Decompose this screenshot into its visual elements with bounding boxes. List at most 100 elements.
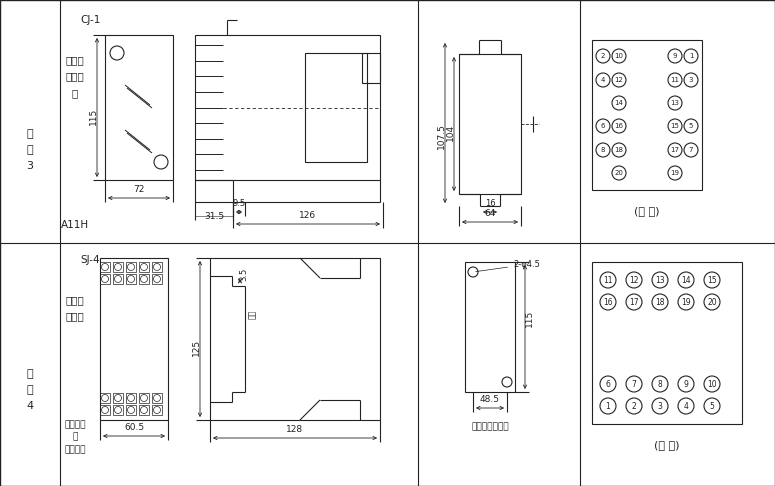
Text: 3: 3 xyxy=(657,401,663,411)
Bar xyxy=(100,393,110,403)
Circle shape xyxy=(612,119,626,133)
Bar xyxy=(113,274,123,284)
Text: 凸出式
前接線: 凸出式 前接線 xyxy=(66,295,84,321)
Text: 104: 104 xyxy=(446,124,454,141)
Text: (背 視): (背 視) xyxy=(634,206,660,216)
Circle shape xyxy=(596,143,610,157)
Circle shape xyxy=(626,294,642,310)
Circle shape xyxy=(502,377,512,387)
Circle shape xyxy=(668,119,682,133)
Circle shape xyxy=(652,398,668,414)
Circle shape xyxy=(668,73,682,87)
Text: 10: 10 xyxy=(615,53,624,59)
Text: 17: 17 xyxy=(629,297,639,307)
Bar xyxy=(100,405,110,415)
Circle shape xyxy=(704,294,720,310)
Circle shape xyxy=(110,46,124,60)
Circle shape xyxy=(128,276,135,282)
Text: 6: 6 xyxy=(605,380,611,388)
Circle shape xyxy=(102,263,109,271)
Circle shape xyxy=(668,49,682,63)
Bar xyxy=(113,405,123,415)
Circle shape xyxy=(140,263,147,271)
Circle shape xyxy=(128,406,135,414)
Text: 附
圖
3: 附 圖 3 xyxy=(26,129,33,172)
Bar xyxy=(126,274,136,284)
Bar xyxy=(465,262,515,392)
Text: CJ-1: CJ-1 xyxy=(80,15,101,25)
Text: 7: 7 xyxy=(632,380,636,388)
Circle shape xyxy=(612,49,626,63)
Circle shape xyxy=(115,406,122,414)
Text: 8: 8 xyxy=(601,147,605,153)
Text: A11H: A11H xyxy=(61,220,89,230)
Text: 5: 5 xyxy=(689,123,693,129)
Text: 11: 11 xyxy=(603,276,613,284)
Circle shape xyxy=(652,294,668,310)
Text: 9: 9 xyxy=(684,380,688,388)
Text: 2: 2 xyxy=(632,401,636,411)
Circle shape xyxy=(652,376,668,392)
Circle shape xyxy=(140,406,147,414)
Bar xyxy=(139,274,149,284)
Circle shape xyxy=(154,155,168,169)
Text: 115: 115 xyxy=(88,107,98,125)
Text: 6: 6 xyxy=(601,123,605,129)
Bar xyxy=(100,262,110,272)
Circle shape xyxy=(704,398,720,414)
Circle shape xyxy=(600,376,616,392)
Text: 16: 16 xyxy=(615,123,624,129)
Circle shape xyxy=(612,96,626,110)
Text: 128: 128 xyxy=(287,425,304,434)
Bar xyxy=(592,40,702,190)
Bar xyxy=(139,262,149,272)
Bar xyxy=(113,262,123,272)
Bar xyxy=(195,35,380,180)
Bar xyxy=(152,274,162,284)
Text: 14: 14 xyxy=(615,100,623,106)
Text: 13: 13 xyxy=(670,100,680,106)
Text: 125: 125 xyxy=(191,339,201,356)
Circle shape xyxy=(596,119,610,133)
Circle shape xyxy=(612,166,626,180)
Text: 凸出式
板後接
線: 凸出式 板後接 線 xyxy=(66,55,84,98)
Circle shape xyxy=(704,272,720,288)
Circle shape xyxy=(140,395,147,401)
Bar xyxy=(152,262,162,272)
Text: 16: 16 xyxy=(603,297,613,307)
Bar xyxy=(592,262,742,424)
Circle shape xyxy=(652,272,668,288)
Text: 16: 16 xyxy=(484,199,495,208)
Circle shape xyxy=(600,294,616,310)
Bar xyxy=(305,53,367,162)
Text: 3: 3 xyxy=(689,77,694,83)
Circle shape xyxy=(626,272,642,288)
Circle shape xyxy=(684,119,698,133)
Bar xyxy=(126,262,136,272)
Bar xyxy=(152,405,162,415)
Text: 72: 72 xyxy=(133,185,145,194)
Bar xyxy=(126,393,136,403)
Circle shape xyxy=(153,395,160,401)
Circle shape xyxy=(115,276,122,282)
Text: 卡軌安裝
或
螺釘安裝: 卡軌安裝 或 螺釘安裝 xyxy=(64,420,86,454)
Text: 12: 12 xyxy=(615,77,623,83)
Circle shape xyxy=(596,49,610,63)
Circle shape xyxy=(102,395,109,401)
Text: 4: 4 xyxy=(601,77,605,83)
Circle shape xyxy=(102,406,109,414)
Text: 19: 19 xyxy=(681,297,691,307)
Circle shape xyxy=(153,406,160,414)
Text: 115: 115 xyxy=(525,310,533,327)
Bar xyxy=(362,53,380,83)
Circle shape xyxy=(626,376,642,392)
Text: 48.5: 48.5 xyxy=(480,395,500,404)
Text: (正 視): (正 視) xyxy=(654,440,680,450)
Bar xyxy=(195,180,233,202)
Circle shape xyxy=(115,395,122,401)
Circle shape xyxy=(678,272,694,288)
Text: SJ-4: SJ-4 xyxy=(80,255,100,265)
Bar xyxy=(139,405,149,415)
Circle shape xyxy=(678,398,694,414)
Text: 7: 7 xyxy=(689,147,694,153)
